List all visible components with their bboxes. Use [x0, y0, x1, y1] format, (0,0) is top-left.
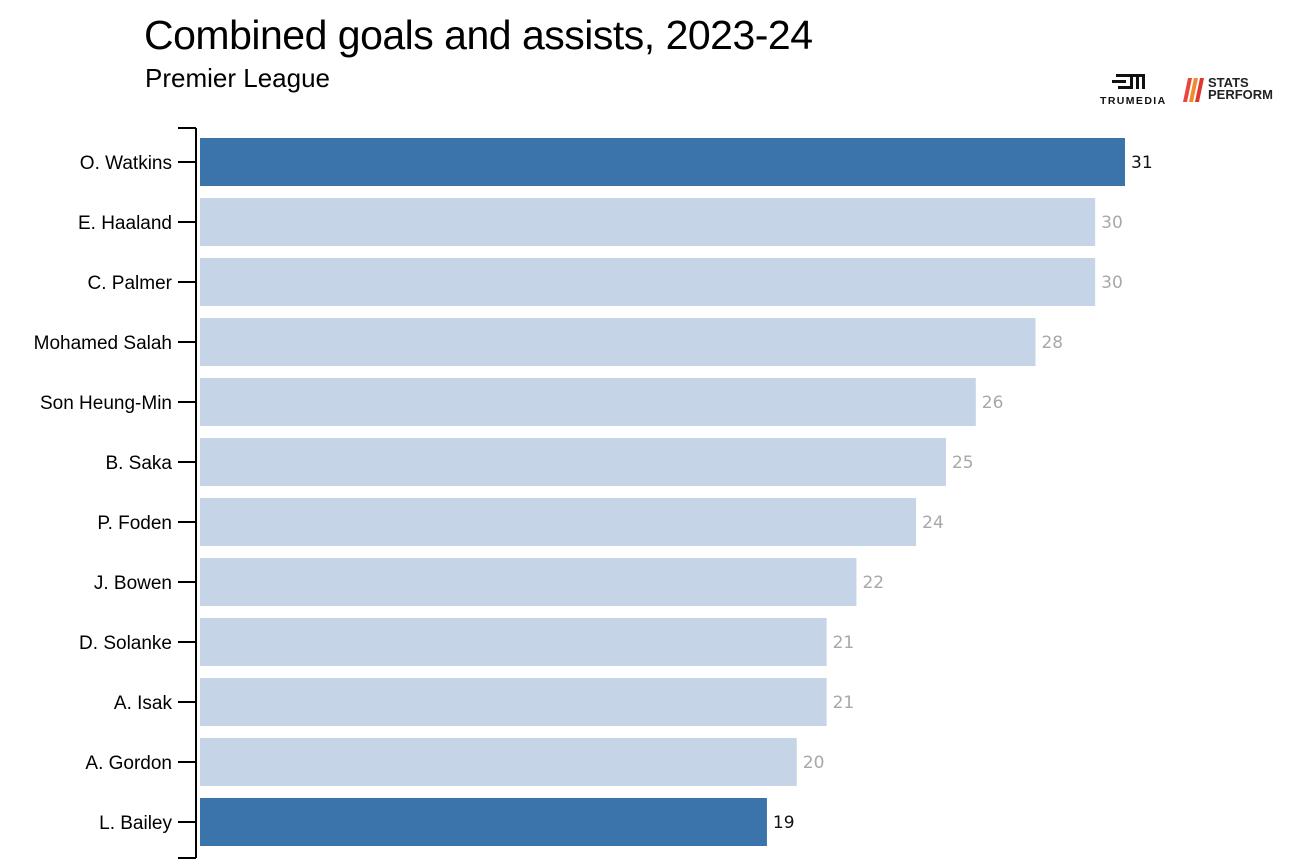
value-label: 21 [833, 633, 855, 653]
category-label: L. Bailey [99, 813, 172, 834]
value-label: 20 [803, 753, 825, 773]
value-label: 24 [922, 513, 944, 533]
category-label: A. Gordon [85, 753, 172, 774]
category-label: J. Bowen [94, 573, 172, 594]
trumedia-logo: TRUMEDIA [1098, 72, 1174, 108]
trumedia-mark-icon [1112, 74, 1145, 89]
value-label: 28 [1041, 333, 1063, 353]
category-label: Son Heung-Min [40, 393, 172, 414]
stats-perform-line1: STATS [1208, 75, 1249, 90]
bar [200, 438, 946, 486]
bar [200, 798, 767, 846]
category-label: P. Foden [97, 513, 172, 534]
bar [200, 618, 827, 666]
category-label: D. Solanke [79, 633, 172, 654]
value-label: 25 [952, 453, 974, 473]
stats-perform-wordmark: STATS PERFORM [1208, 75, 1273, 102]
value-label: 30 [1101, 213, 1123, 233]
bar [200, 498, 917, 546]
category-label: O. Watkins [80, 153, 172, 174]
category-label: C. Palmer [88, 273, 173, 294]
bar [200, 198, 1096, 246]
bar [200, 738, 797, 786]
stats-perform-slash-icon [1183, 78, 1204, 102]
category-label: Mohamed Salah [34, 333, 172, 354]
value-label: 26 [982, 393, 1004, 413]
chart-subtitle: Premier League [145, 63, 330, 93]
category-label: A. Isak [114, 693, 173, 714]
bar [200, 558, 857, 606]
value-label: 19 [773, 813, 795, 833]
bar [200, 378, 976, 426]
bar [200, 258, 1096, 306]
value-label: 22 [862, 573, 884, 593]
bar [200, 138, 1125, 186]
category-label: E. Haaland [78, 213, 172, 234]
value-label: 21 [833, 693, 855, 713]
bar [200, 318, 1036, 366]
stats-perform-line2: PERFORM [1208, 87, 1273, 102]
stats-perform-logo: STATS PERFORM [1182, 74, 1282, 110]
trumedia-wordmark: TRUMEDIA [1100, 95, 1167, 107]
category-label: B. Saka [105, 453, 172, 474]
bar [200, 678, 827, 726]
logos: TRUMEDIA STATS PERFORM [1098, 72, 1284, 112]
chart-title: Combined goals and assists, 2023-24 [144, 12, 813, 58]
value-label: 30 [1101, 273, 1123, 293]
value-label: 31 [1131, 153, 1153, 173]
